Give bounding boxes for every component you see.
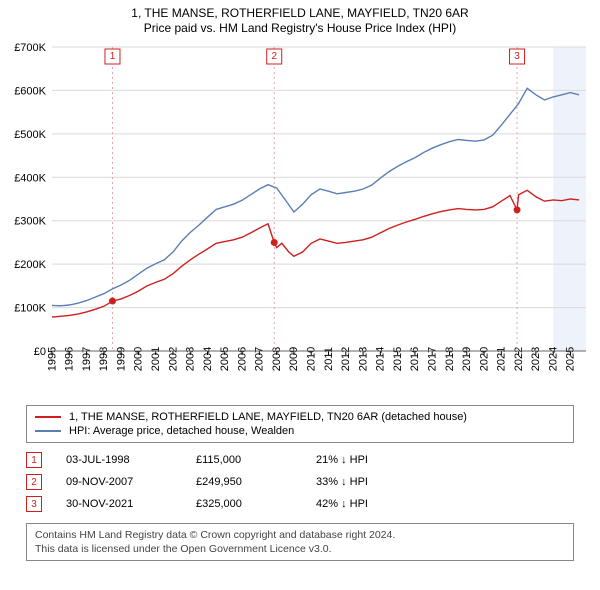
x-axis-label: 2012	[340, 347, 352, 371]
x-axis-label: 2003	[185, 347, 197, 371]
x-axis-label: 2023	[530, 347, 542, 371]
marker-table-box: 2	[26, 474, 42, 490]
x-axis-label: 2019	[461, 347, 473, 371]
y-axis-label: £600K	[14, 85, 46, 97]
marker-date: 30-NOV-2021	[66, 498, 196, 510]
x-axis-label: 1996	[64, 347, 76, 371]
sale-marker-dot	[271, 239, 278, 246]
sale-marker-dot	[514, 206, 521, 213]
marker-date: 03-JUL-1998	[66, 454, 196, 466]
x-axis-label: 2015	[392, 347, 404, 371]
sale-marker-number: 2	[271, 51, 277, 62]
x-axis-label: 2004	[202, 347, 214, 371]
y-axis-label: £700K	[14, 42, 46, 54]
x-axis-label: 2016	[409, 347, 421, 371]
attribution-footer: Contains HM Land Registry data © Crown c…	[26, 523, 574, 561]
x-axis-label: 1999	[115, 347, 127, 371]
marker-price: £249,950	[196, 476, 316, 488]
y-axis-label: £300K	[14, 216, 46, 228]
x-axis-label: 1998	[98, 347, 110, 371]
marker-diff: 42% ↓ HPI	[316, 498, 466, 510]
legend-item: 1, THE MANSE, ROTHERFIELD LANE, MAYFIELD…	[35, 410, 565, 424]
sales-markers-table: 1 03-JUL-1998£115,00021% ↓ HPI 2 09-NOV-200…	[26, 449, 574, 515]
x-axis-label: 2024	[547, 347, 559, 371]
series-hpi	[52, 88, 579, 305]
x-axis-label: 2006	[236, 347, 248, 371]
y-axis-label: £500K	[14, 129, 46, 141]
legend-swatch	[35, 416, 61, 418]
x-axis-label: 2009	[288, 347, 300, 371]
legend-label: HPI: Average price, detached house, Weal…	[69, 425, 294, 437]
x-axis-label: 2020	[478, 347, 490, 371]
legend-label: 1, THE MANSE, ROTHERFIELD LANE, MAYFIELD…	[69, 411, 467, 423]
x-axis-label: 2013	[357, 347, 369, 371]
legend-item: HPI: Average price, detached house, Weal…	[35, 424, 565, 438]
y-axis-label: £0	[34, 346, 46, 358]
legend-box: 1, THE MANSE, ROTHERFIELD LANE, MAYFIELD…	[26, 405, 574, 443]
chart-area: £0 £100K £200K £300K £400K £500K £600K £700K 199…	[0, 37, 600, 397]
title-line-2: Price paid vs. HM Land Registry's House …	[4, 21, 596, 35]
sale-marker-number: 3	[514, 51, 520, 62]
x-axis-label: 2017	[426, 347, 438, 371]
x-axis-label: 1997	[81, 347, 93, 371]
x-axis-label: 2002	[167, 347, 179, 371]
x-axis-label: 2022	[513, 347, 525, 371]
marker-table-row: 3 30-NOV-2021£325,00042% ↓ HPI	[26, 493, 574, 515]
y-axis-label: £100K	[14, 303, 46, 315]
sale-marker-dot	[109, 298, 116, 305]
marker-table-row: 2 09-NOV-2007£249,95033% ↓ HPI	[26, 471, 574, 493]
x-axis-label: 2014	[375, 347, 387, 371]
x-axis-label: 2021	[496, 347, 508, 371]
legend-swatch	[35, 430, 61, 432]
x-axis-label: 2001	[150, 347, 162, 371]
marker-diff: 33% ↓ HPI	[316, 476, 466, 488]
x-axis-label: 2000	[133, 347, 145, 371]
marker-price: £325,000	[196, 498, 316, 510]
marker-price: £115,000	[196, 454, 316, 466]
x-axis-label: 2007	[254, 347, 266, 371]
marker-table-box: 1	[26, 452, 42, 468]
chart-title-block: 1, THE MANSE, ROTHERFIELD LANE, MAYFIELD…	[0, 0, 600, 37]
x-axis-label: 2008	[271, 347, 283, 371]
sale-marker-number: 1	[110, 51, 116, 62]
marker-date: 09-NOV-2007	[66, 476, 196, 488]
marker-table-box: 3	[26, 496, 42, 512]
x-axis-label: 2005	[219, 347, 231, 371]
footer-line-2: This data is licensed under the Open Gov…	[35, 542, 565, 556]
series-property	[52, 190, 579, 317]
y-axis-label: £400K	[14, 172, 46, 184]
x-axis-label: 2025	[565, 347, 577, 371]
footer-line-1: Contains HM Land Registry data © Crown c…	[35, 528, 565, 542]
marker-table-row: 1 03-JUL-1998£115,00021% ↓ HPI	[26, 449, 574, 471]
x-axis-label: 2018	[444, 347, 456, 371]
y-axis-label: £200K	[14, 259, 46, 271]
title-line-1: 1, THE MANSE, ROTHERFIELD LANE, MAYFIELD…	[4, 6, 596, 20]
marker-diff: 21% ↓ HPI	[316, 454, 466, 466]
x-axis-label: 1995	[46, 347, 58, 371]
x-axis-label: 2010	[306, 347, 318, 371]
line-chart-svg: £0 £100K £200K £300K £400K £500K £600K £700K 199…	[0, 37, 600, 397]
